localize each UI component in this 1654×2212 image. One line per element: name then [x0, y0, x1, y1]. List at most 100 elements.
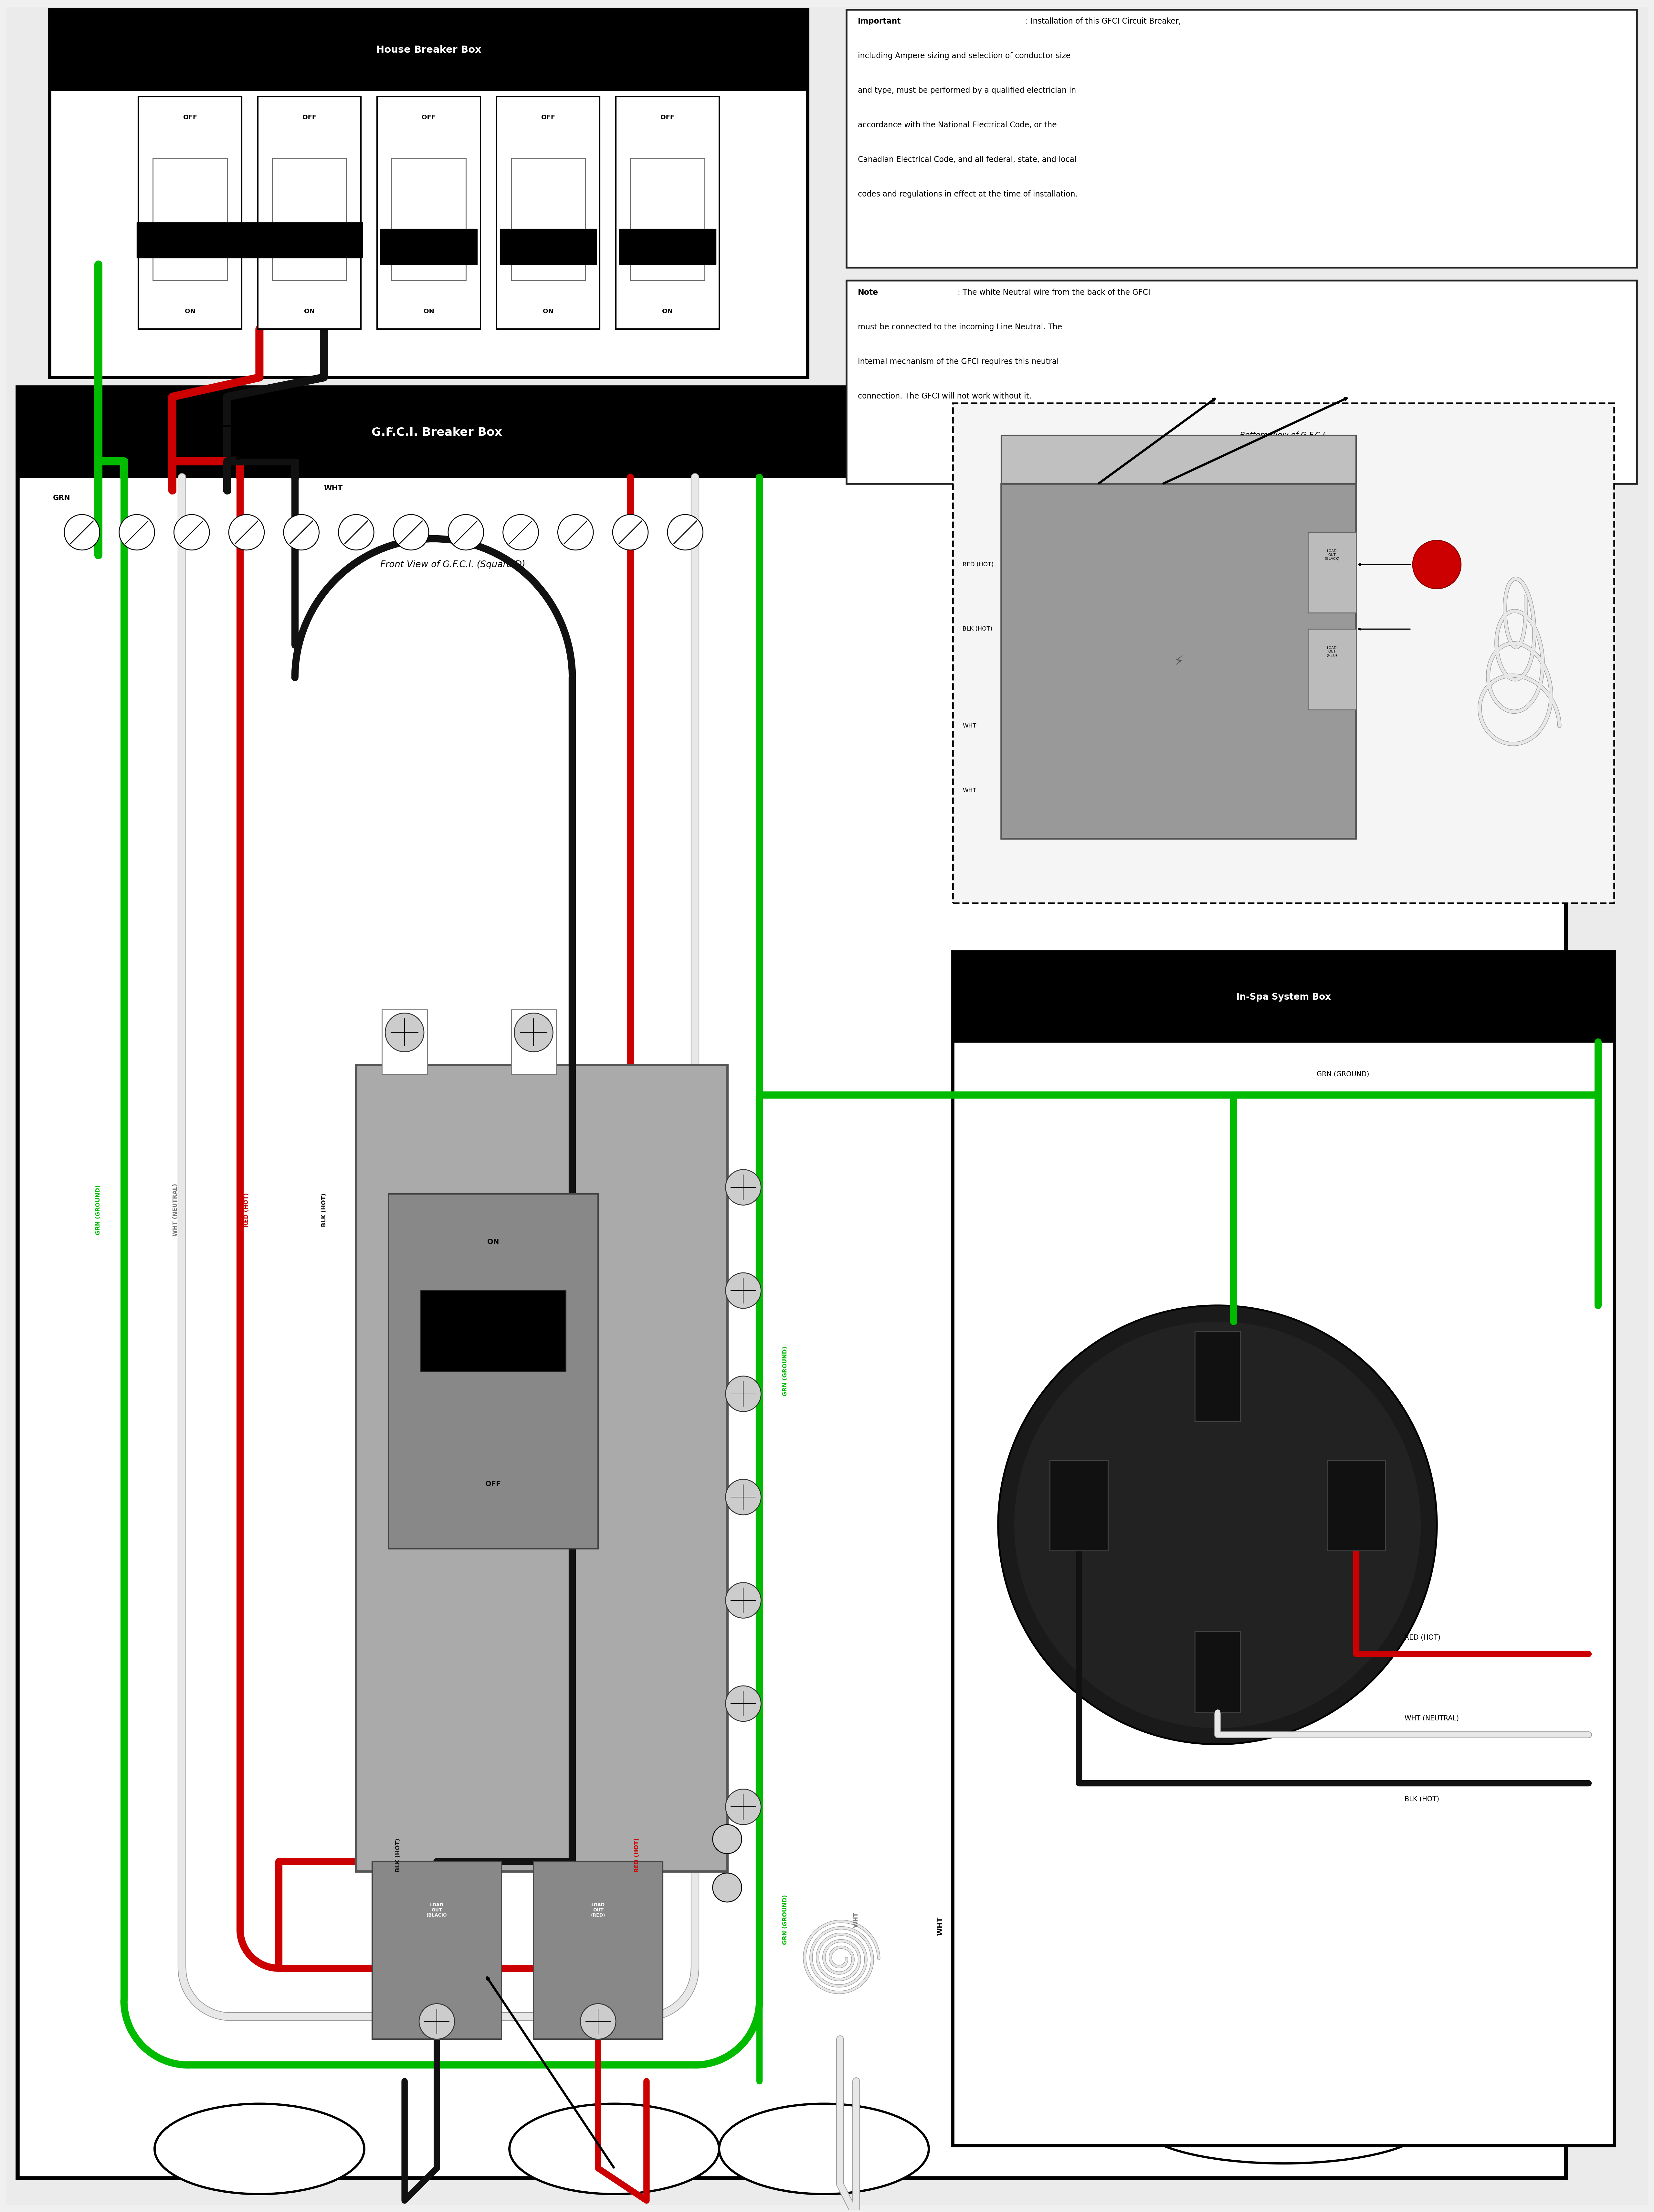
- Text: : The white Neutral wire from the back of the GFCI: : The white Neutral wire from the back o…: [958, 288, 1151, 296]
- Bar: [1050, 1460, 1108, 1551]
- Text: LOAD
OUT
(BLACK): LOAD OUT (BLACK): [427, 1902, 447, 1918]
- Circle shape: [119, 515, 154, 551]
- Text: (Square D): (Square D): [1264, 480, 1305, 489]
- Text: OFF: OFF: [485, 1482, 501, 1486]
- Text: must be connected to the incoming Line Neutral. The: must be connected to the incoming Line N…: [858, 323, 1062, 332]
- Bar: [1194, 1332, 1240, 1422]
- Text: WHT: WHT: [853, 1911, 858, 1927]
- Text: WHT (NEUTRAL): WHT (NEUTRAL): [1404, 1714, 1459, 1721]
- Bar: [847, 281, 1637, 484]
- Bar: [1308, 533, 1356, 613]
- Ellipse shape: [1138, 2084, 1429, 2163]
- Circle shape: [668, 515, 703, 551]
- Bar: [382, 1011, 427, 1075]
- Text: BLK (HOT): BLK (HOT): [321, 1192, 327, 1228]
- Text: Canadian Electrical Code, and all federal, state, and local: Canadian Electrical Code, and all federa…: [858, 155, 1077, 164]
- Bar: [389, 1194, 599, 1548]
- Circle shape: [726, 1480, 761, 1515]
- Circle shape: [65, 515, 99, 551]
- Text: RED (HOT): RED (HOT): [1404, 1635, 1441, 1641]
- Bar: [50, 9, 807, 91]
- Circle shape: [385, 1013, 423, 1051]
- Bar: [1327, 1460, 1386, 1551]
- Text: Note: Note: [858, 288, 878, 296]
- Ellipse shape: [154, 2104, 364, 2194]
- Circle shape: [394, 515, 428, 551]
- Text: OFF: OFF: [184, 115, 197, 122]
- Bar: [392, 157, 466, 281]
- Circle shape: [581, 2004, 615, 2039]
- Text: ON: ON: [304, 307, 314, 314]
- Text: WHT: WHT: [963, 723, 976, 728]
- Text: OFF: OFF: [422, 115, 435, 122]
- Circle shape: [713, 1825, 741, 1854]
- Text: WHT (NEUTRAL): WHT (NEUTRAL): [172, 1183, 179, 1237]
- Circle shape: [174, 515, 210, 551]
- Bar: [137, 223, 362, 259]
- Bar: [356, 1064, 728, 1871]
- Circle shape: [713, 1874, 741, 1902]
- Text: including Ampere sizing and selection of conductor size: including Ampere sizing and selection of…: [858, 53, 1070, 60]
- Bar: [496, 97, 600, 330]
- Text: Important: Important: [858, 18, 901, 24]
- Bar: [380, 230, 476, 265]
- Circle shape: [228, 515, 265, 551]
- Text: LOAD
OUT
(RED): LOAD OUT (RED): [590, 1902, 605, 1918]
- Ellipse shape: [509, 2104, 719, 2194]
- Text: GRN (GROUND): GRN (GROUND): [782, 1896, 789, 1944]
- Bar: [619, 230, 716, 265]
- Circle shape: [448, 515, 483, 551]
- Bar: [273, 157, 346, 281]
- Text: GRN (GROUND): GRN (GROUND): [1317, 1071, 1370, 1077]
- Bar: [534, 1863, 663, 2039]
- Circle shape: [726, 1790, 761, 1825]
- Bar: [615, 97, 719, 330]
- Circle shape: [726, 1686, 761, 1721]
- Bar: [152, 157, 227, 281]
- Bar: [1308, 628, 1356, 710]
- Bar: [372, 1863, 501, 2039]
- Bar: [420, 1290, 566, 1371]
- Text: OFF: OFF: [303, 115, 316, 122]
- Circle shape: [612, 515, 648, 551]
- Bar: [511, 1011, 556, 1075]
- Text: connection. The GFCI will not work without it.: connection. The GFCI will not work witho…: [858, 392, 1032, 400]
- Text: GRN: GRN: [53, 495, 71, 502]
- Circle shape: [503, 515, 539, 551]
- Bar: [1001, 436, 1356, 484]
- Circle shape: [1014, 1321, 1421, 1728]
- Text: codes and regulations in effect at the time of installation.: codes and regulations in effect at the t…: [858, 190, 1077, 199]
- Circle shape: [514, 1013, 552, 1051]
- Text: ON: ON: [185, 307, 195, 314]
- Text: LOAD
OUT
(BLACK): LOAD OUT (BLACK): [1325, 549, 1340, 560]
- Text: ON: ON: [662, 307, 673, 314]
- Circle shape: [726, 1170, 761, 1206]
- Bar: [511, 157, 586, 281]
- Text: RED (HOT): RED (HOT): [243, 1192, 250, 1228]
- Bar: [953, 951, 1614, 1042]
- Circle shape: [1413, 540, 1460, 588]
- Text: RED (HOT): RED (HOT): [633, 1838, 640, 1871]
- Circle shape: [283, 515, 319, 551]
- Text: LOAD
OUT
(RED): LOAD OUT (RED): [1327, 646, 1336, 657]
- Circle shape: [726, 1376, 761, 1411]
- Text: and type, must be performed by a qualified electrician in: and type, must be performed by a qualifi…: [858, 86, 1077, 95]
- Text: In-Spa System Box: In-Spa System Box: [1236, 993, 1331, 1002]
- Bar: [377, 97, 480, 330]
- Text: Bottom View of G.F.C.I.: Bottom View of G.F.C.I.: [1240, 431, 1328, 440]
- Bar: [258, 97, 361, 330]
- Circle shape: [726, 1582, 761, 1619]
- Text: BLK (HOT): BLK (HOT): [963, 626, 992, 633]
- Circle shape: [418, 2004, 455, 2039]
- Bar: [139, 97, 241, 330]
- Text: BLK (HOT): BLK (HOT): [1404, 1796, 1439, 1803]
- Bar: [953, 403, 1614, 902]
- Ellipse shape: [719, 2104, 930, 2194]
- Text: Front View of G.F.C.I. (Square D): Front View of G.F.C.I. (Square D): [380, 560, 526, 568]
- Text: WHT: WHT: [936, 1918, 943, 1936]
- Circle shape: [339, 515, 374, 551]
- Bar: [630, 157, 705, 281]
- Text: accordance with the National Electrical Code, or the: accordance with the National Electrical …: [858, 122, 1057, 128]
- Text: RED (HOT): RED (HOT): [963, 562, 994, 568]
- Text: internal mechanism of the GFCI requires this neutral: internal mechanism of the GFCI requires …: [858, 358, 1059, 365]
